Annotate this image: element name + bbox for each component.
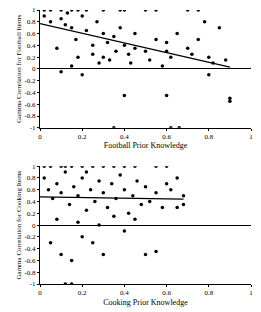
svg-text:1: 1 xyxy=(32,6,36,14)
svg-text:1: 1 xyxy=(249,133,253,141)
svg-text:1: 1 xyxy=(32,163,36,171)
svg-text:Gamma Correlation for Cooking: Gamma Correlation for Cooking Items xyxy=(15,170,23,279)
svg-text:Gamma Correlation for Football: Gamma Correlation for Football Items xyxy=(15,15,23,123)
svg-text:-0.2: -0.2 xyxy=(25,77,37,85)
svg-text:0.4: 0.4 xyxy=(120,289,129,297)
svg-text:0.4: 0.4 xyxy=(120,133,129,141)
svg-text:-0.6: -0.6 xyxy=(25,257,37,265)
svg-text:-0.6: -0.6 xyxy=(25,101,37,109)
svg-text:0.8: 0.8 xyxy=(204,133,213,141)
svg-text:-0.4: -0.4 xyxy=(25,245,37,253)
svg-text:0: 0 xyxy=(32,65,36,73)
svg-text:-0.2: -0.2 xyxy=(25,233,37,241)
svg-text:0.2: 0.2 xyxy=(78,289,87,297)
svg-text:0: 0 xyxy=(32,222,36,230)
svg-text:0: 0 xyxy=(38,133,42,141)
svg-text:0.6: 0.6 xyxy=(27,186,36,194)
svg-text:0.2: 0.2 xyxy=(27,210,36,218)
svg-text:0.4: 0.4 xyxy=(27,42,36,50)
svg-text:Football Prior Knowledge: Football Prior Knowledge xyxy=(104,141,188,150)
svg-text:-1: -1 xyxy=(30,124,36,132)
svg-text:0.2: 0.2 xyxy=(78,133,87,141)
svg-text:-1: -1 xyxy=(30,280,36,288)
svg-text:0.6: 0.6 xyxy=(27,30,36,38)
svg-text:0.8: 0.8 xyxy=(27,18,36,26)
svg-text:0.8: 0.8 xyxy=(27,174,36,182)
svg-text:0.6: 0.6 xyxy=(162,133,171,141)
svg-text:-0.8: -0.8 xyxy=(25,112,37,120)
svg-text:0.4: 0.4 xyxy=(27,198,36,206)
svg-text:0.8: 0.8 xyxy=(204,289,213,297)
svg-text:0.2: 0.2 xyxy=(27,54,36,62)
svg-text:1: 1 xyxy=(249,289,253,297)
svg-text:0.6: 0.6 xyxy=(162,289,171,297)
svg-text:-0.4: -0.4 xyxy=(25,89,37,97)
svg-text:-0.8: -0.8 xyxy=(25,269,37,277)
svg-text:Cooking Prior Knowledge: Cooking Prior Knowledge xyxy=(103,298,188,307)
svg-text:0: 0 xyxy=(38,289,42,297)
